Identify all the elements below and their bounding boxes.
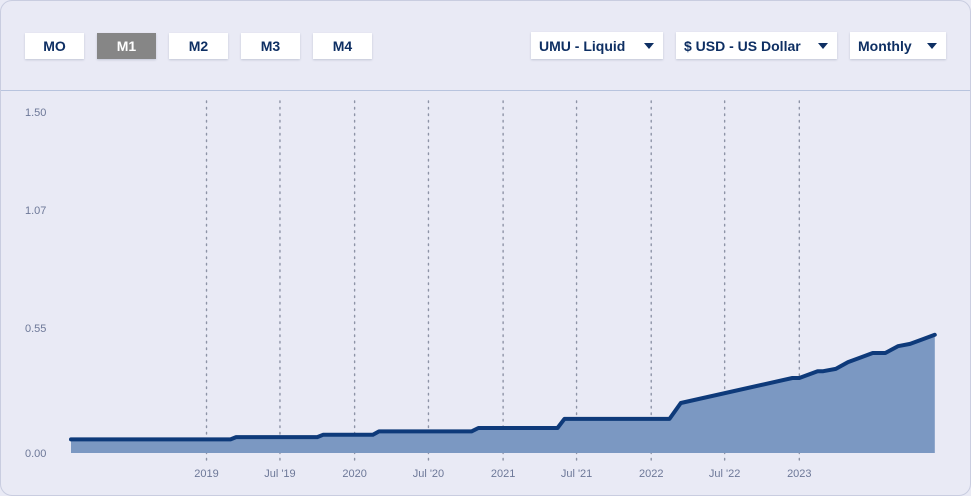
y-tick-label: 1.07: [25, 205, 46, 217]
series-line: [69, 332, 937, 442]
caret-down-icon: [818, 42, 828, 49]
model-button-mo[interactable]: MO: [25, 33, 84, 59]
x-tick-label: 2022: [639, 468, 663, 480]
toolbar: MO M1 M2 M3 M4 UMU - Liquid $ USD - US D…: [1, 1, 970, 91]
y-tick-label: 0.00: [25, 448, 46, 460]
currency-dropdown-label: $ USD - US Dollar: [684, 37, 801, 54]
x-tick-label: 2019: [194, 468, 218, 480]
asset-dropdown[interactable]: UMU - Liquid: [531, 32, 663, 59]
model-button-m3[interactable]: M3: [241, 33, 300, 59]
x-tick-label: Jul '19: [264, 468, 295, 480]
x-tick-label: 2020: [342, 468, 366, 480]
x-tick-label: 2023: [787, 468, 811, 480]
currency-dropdown[interactable]: $ USD - US Dollar: [676, 32, 837, 59]
model-button-m2[interactable]: M2: [169, 33, 228, 59]
model-button-m4[interactable]: M4: [313, 33, 372, 59]
x-tick-label: Jul '20: [413, 468, 444, 480]
asset-dropdown-label: UMU - Liquid: [539, 37, 626, 54]
x-tick-label: 2021: [491, 468, 515, 480]
x-tick-label: Jul '21: [561, 468, 592, 480]
caret-down-icon: [927, 42, 937, 49]
model-button-m1[interactable]: M1: [97, 33, 156, 59]
y-tick-label: 0.55: [25, 323, 46, 335]
frequency-dropdown-label: Monthly: [858, 37, 912, 54]
frequency-dropdown[interactable]: Monthly: [850, 32, 946, 59]
y-tick-label: 1.50: [25, 107, 46, 119]
caret-down-icon: [644, 42, 654, 49]
x-tick-label: Jul '22: [709, 468, 740, 480]
series-area: [71, 334, 935, 453]
